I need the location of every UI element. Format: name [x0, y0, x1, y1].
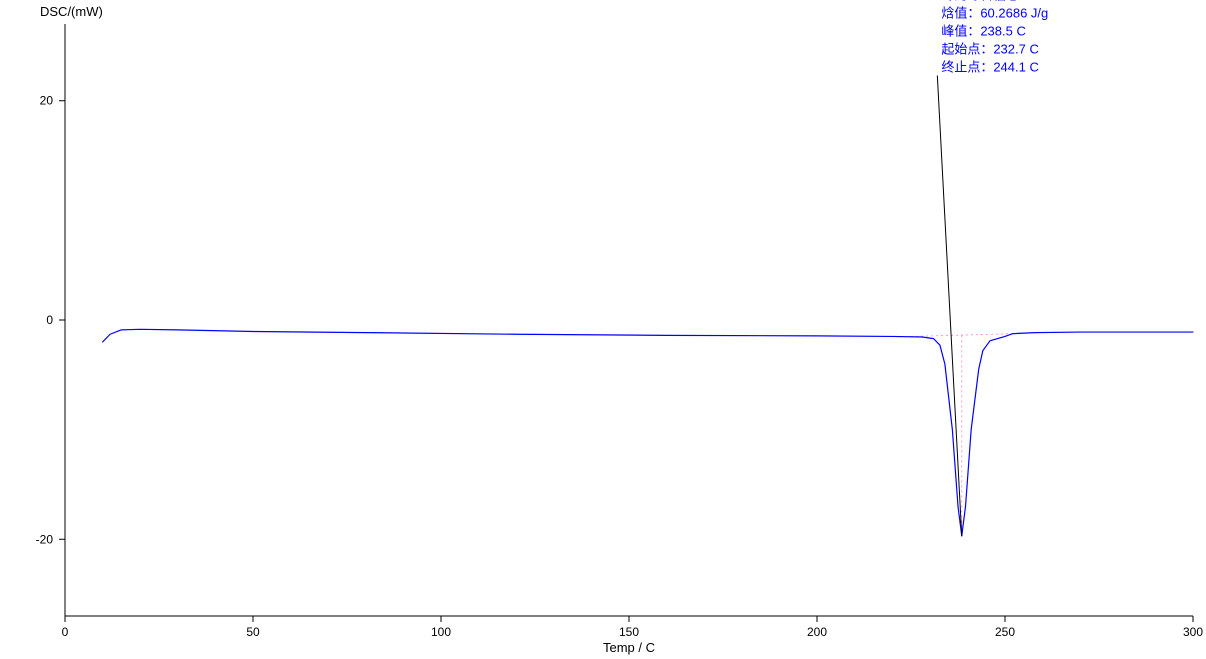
- peak-info-line: 起始点：232.7 C: [941, 42, 1039, 57]
- y-tick-label: 0: [46, 313, 53, 327]
- x-tick-label: 0: [62, 625, 69, 639]
- x-axis-label: Temp / C: [603, 640, 655, 655]
- x-tick-label: 100: [431, 625, 451, 639]
- peak-info-line: 峰的综合信息：: [941, 0, 1032, 3]
- peak-info-line: 终止点：244.1 C: [941, 60, 1039, 75]
- x-tick-label: 200: [807, 625, 827, 639]
- peak-info-line: 焓值：60.2686 J/g: [941, 6, 1048, 21]
- x-tick-label: 250: [995, 625, 1015, 639]
- dsc-chart: 0 50 100 150 200 250 300 -20 0 20 DSC/(mW) Temp / C…: [0, 0, 1206, 659]
- x-tick-label: 300: [1183, 625, 1203, 639]
- x-tick-label: 150: [619, 625, 639, 639]
- y-tick-label: -20: [36, 532, 54, 546]
- chart-svg: 0 50 100 150 200 250 300 -20 0 20 DSC/(mW) Temp / C…: [0, 0, 1206, 659]
- peak-info-line: 峰值：238.5 C: [941, 24, 1026, 39]
- y-tick-label: 20: [40, 94, 54, 108]
- x-tick-label: 50: [246, 625, 260, 639]
- y-axis-label: DSC/(mW): [40, 4, 103, 19]
